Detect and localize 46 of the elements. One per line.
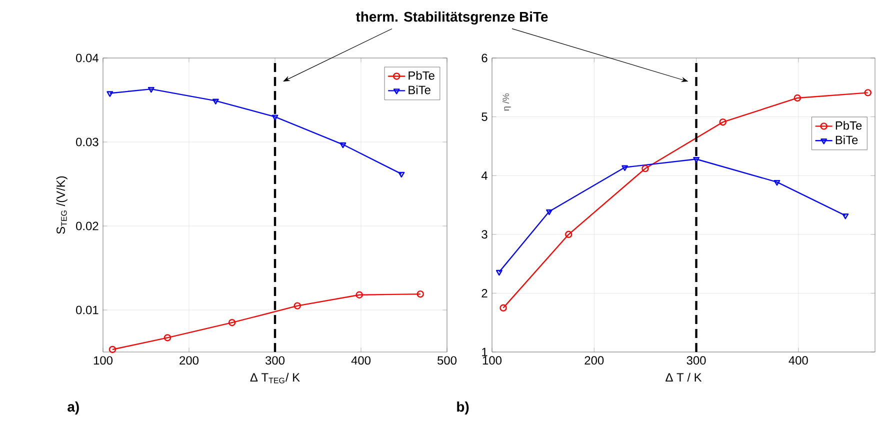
point (340, 142, 346, 148)
x-tick-label: 300 (265, 356, 285, 365)
y-tick-label: 0.01 (76, 306, 98, 314)
point (565, 230, 572, 238)
x-tick-label: 200 (180, 356, 199, 365)
point (294, 302, 301, 310)
x-tick-label: 300 (686, 356, 706, 365)
point (693, 157, 700, 163)
y-axis-title: S$_{TEG}$ /(V/K) (56, 176, 68, 234)
y-tick-label: 0.02 (76, 222, 98, 230)
x-tick-label: 200 (584, 356, 604, 365)
point (148, 86, 154, 93)
point (719, 118, 726, 126)
legend-label: PbTe (408, 71, 434, 80)
text: a) (68, 401, 79, 414)
x-tick-label: 500 (438, 356, 457, 365)
point (546, 209, 552, 216)
y-tick-label: 1 (482, 348, 488, 356)
x-tick-label: 400 (351, 356, 371, 365)
y-axis-title: η /% (502, 93, 511, 111)
y-tick-label: 5 (482, 112, 488, 121)
x-tick-label: 400 (788, 356, 808, 365)
point (774, 180, 780, 186)
point (212, 98, 219, 104)
y-tick-label: 2 (482, 289, 488, 298)
point (272, 114, 278, 120)
point (164, 334, 172, 342)
point (228, 319, 236, 326)
y-tick-label: 3 (482, 230, 488, 239)
y-tick-label: 0.04 (76, 54, 98, 62)
point (642, 164, 649, 172)
legend-label: PbTe (836, 120, 862, 130)
x-axis-title: Δ T$_{TEG}$/ K (250, 372, 300, 384)
y-tick-label: 0.03 (76, 138, 98, 146)
x-tick-label: 100 (94, 356, 113, 365)
point (794, 94, 801, 102)
legend-label: BiTe (836, 135, 858, 144)
point (356, 291, 363, 298)
point (622, 165, 628, 171)
y-tick-label: 6 (482, 54, 488, 62)
x-tick-label: 100 (482, 356, 502, 365)
text: b) (457, 401, 469, 414)
y-tick-label: 4 (481, 171, 488, 180)
text: therm. Stabilitätsgrenze BiTe (356, 11, 548, 25)
legend-label: BiTe (408, 85, 430, 94)
x-axis-title: Δ T / K (666, 372, 702, 382)
